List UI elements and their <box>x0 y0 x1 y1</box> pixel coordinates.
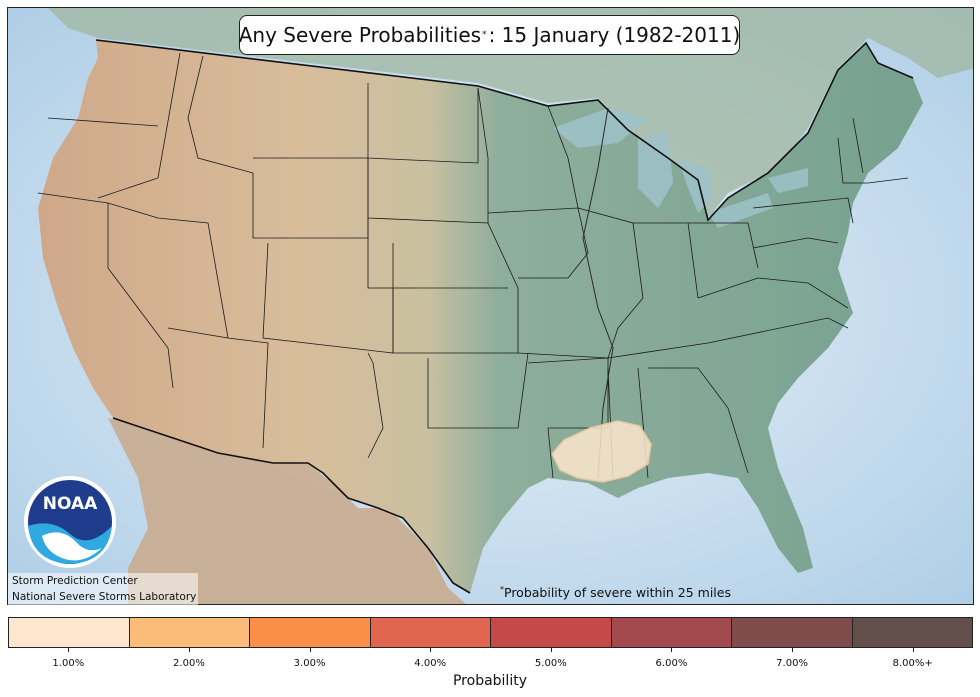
colorbar-tick-label: 7.00% <box>776 658 808 669</box>
colorbar-label: Probability <box>452 673 527 689</box>
colorbar-segment <box>731 618 852 647</box>
title-marker: * <box>482 30 487 40</box>
national-boundary <box>95 39 914 594</box>
colorbar-tick-label: 8.00%+ <box>892 658 933 669</box>
colorbar-ticks: 1.00% 2.00% 3.00% 4.00% 5.00% 6.00% 7.00% 8.00%… <box>8 648 973 669</box>
colorbar-tick-label: 2.00% <box>173 658 205 669</box>
colorbar-tick: 8.00%+ <box>852 648 973 669</box>
colorbar-tick-label: 5.00% <box>534 658 567 669</box>
colorbar-segment <box>610 618 731 647</box>
state-boundaries <box>37 52 909 479</box>
colorbar-tick: 1.00% <box>8 648 129 669</box>
colorbar-tick: 2.00% <box>129 648 250 669</box>
credit-line-spc: Storm Prediction Center <box>12 575 138 587</box>
colorbar <box>8 617 973 648</box>
colorbar-segment <box>249 618 370 647</box>
credit-line-nssl: National Severe Storms Laboratory <box>12 591 197 603</box>
colorbar-tick: 6.00% <box>611 648 732 669</box>
mississippi-river <box>582 107 614 479</box>
title-date: : 15 January (1982-2011) <box>488 23 741 47</box>
colorbar-segment <box>851 618 972 647</box>
colorbar-tick-label: 6.00% <box>655 658 688 669</box>
colorbar-tick: 7.00% <box>732 648 853 669</box>
probability-map <box>7 7 974 605</box>
map-canvas <box>8 8 973 604</box>
logo-text: NOAA <box>43 494 98 514</box>
probability-area-1pct <box>551 420 652 483</box>
credits-box: Storm Prediction Center National Severe … <box>8 573 198 605</box>
canada-land <box>48 8 973 218</box>
colorbar-segment <box>490 618 611 647</box>
colorbar-tick-label: 4.00% <box>414 658 447 669</box>
colorbar-tick-label: 3.00% <box>293 658 326 669</box>
conus-land <box>38 40 923 593</box>
great-lakes <box>553 108 808 228</box>
title-main: Any Severe Probabilities <box>238 23 482 47</box>
colorbar-segment <box>128 618 249 647</box>
footnote-marker: * <box>500 585 504 594</box>
colorbar-segment <box>369 618 490 647</box>
mexico-land <box>108 418 466 604</box>
colorbar-tick: 3.00% <box>249 648 370 669</box>
footnote: *Probability of severe within 25 miles <box>500 585 731 600</box>
map-title: Any Severe Probabilities *: 15 January (1… <box>239 15 740 55</box>
colorbar-segment <box>9 618 129 647</box>
noaa-logo-icon: NOAA <box>22 474 118 570</box>
colorbar-tick: 5.00% <box>491 648 612 669</box>
colorbar-tick: 4.00% <box>370 648 491 669</box>
colorbar-tick-label: 1.00% <box>52 658 85 669</box>
footnote-text: Probability of severe within 25 miles <box>504 585 731 601</box>
